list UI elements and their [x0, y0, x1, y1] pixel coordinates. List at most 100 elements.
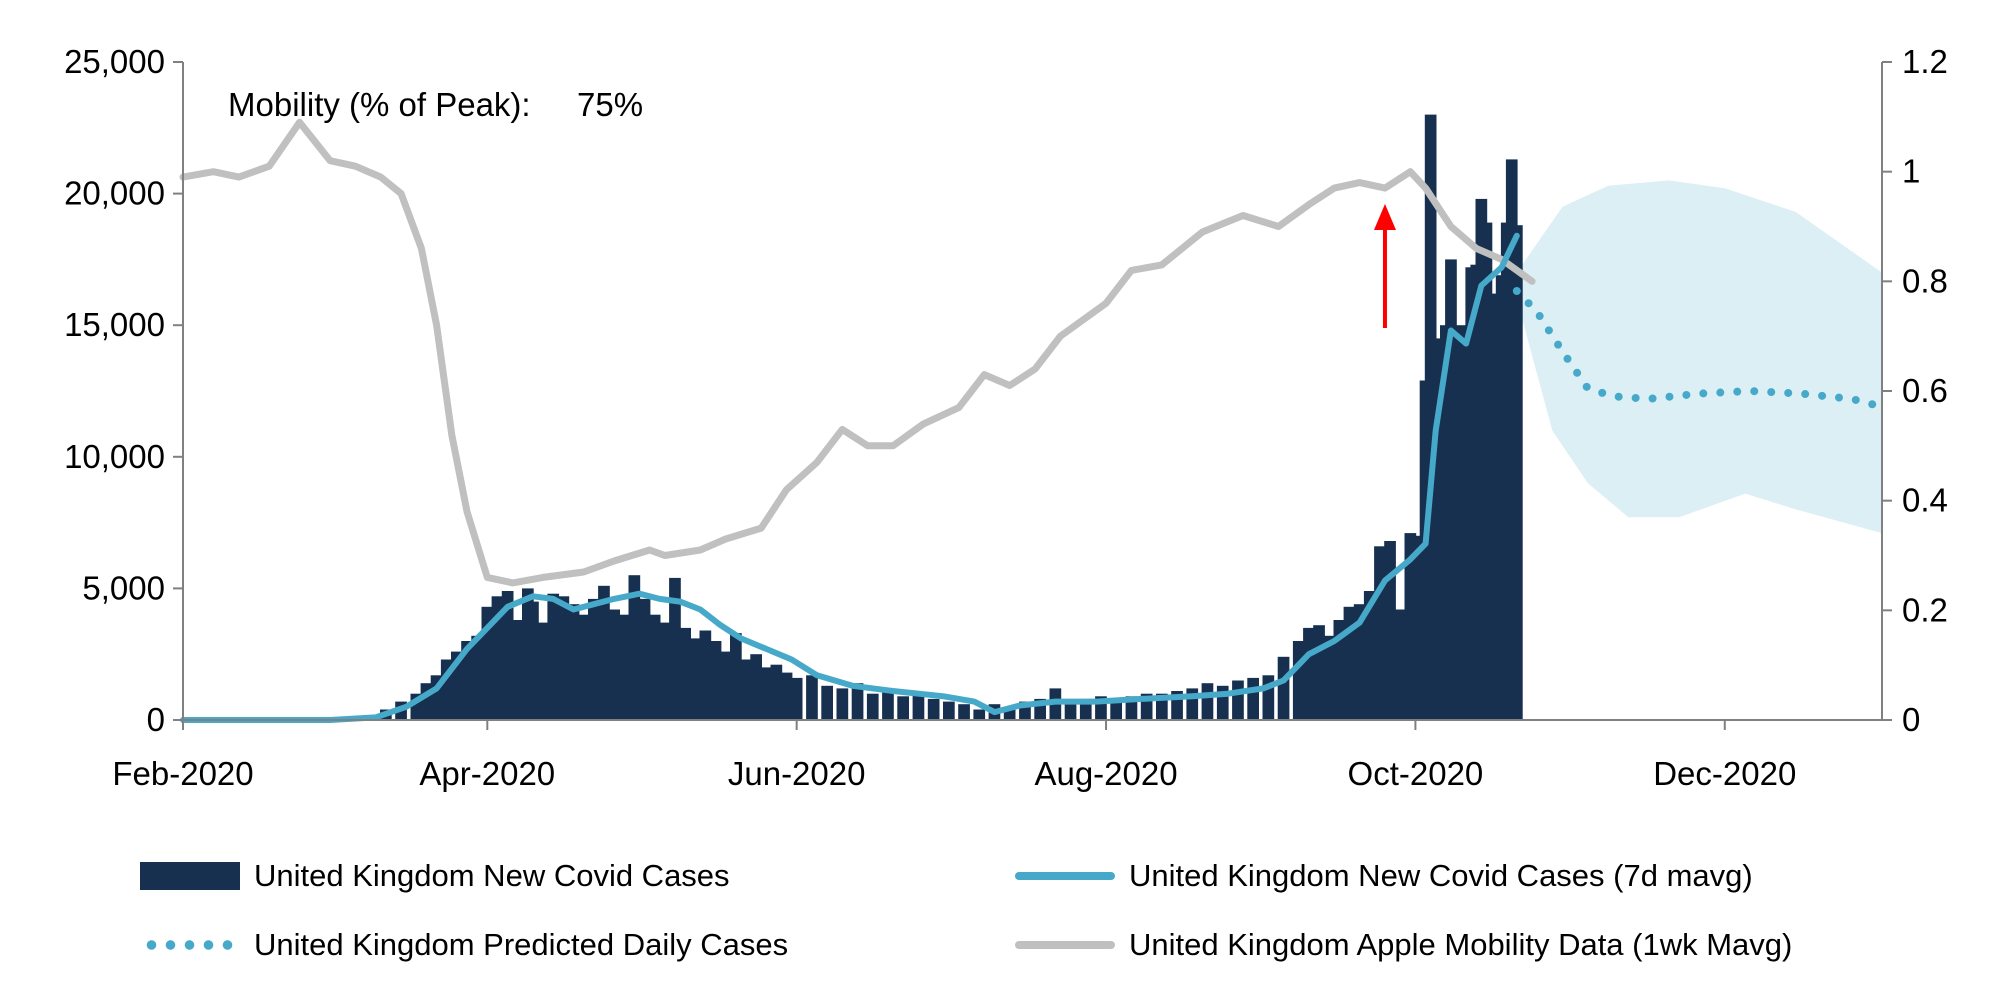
case-bar — [973, 709, 986, 720]
case-bar — [1262, 675, 1275, 720]
case-bar — [618, 614, 631, 720]
case-bar — [1363, 591, 1376, 720]
case-bar — [1353, 604, 1366, 720]
case-bar — [1201, 683, 1214, 720]
legend-swatch-bar — [140, 856, 240, 896]
y-right-tick-label: 0.8 — [1902, 262, 1948, 299]
case-bar — [1323, 635, 1336, 720]
case-bar — [1171, 691, 1183, 720]
case-bar — [760, 667, 773, 720]
x-tick-label: Feb-2020 — [112, 755, 253, 792]
case-bar — [440, 659, 453, 720]
case-bar — [501, 591, 514, 720]
legend-label: United Kingdom New Covid Cases — [254, 858, 730, 893]
y-right-tick-label: 1 — [1902, 153, 1920, 190]
mobility-line — [179, 118, 1536, 587]
y-left-tick-label: 0 — [147, 701, 165, 738]
case-bar — [598, 585, 610, 720]
case-bar — [790, 677, 803, 720]
case-bar — [912, 693, 925, 720]
case-bar — [866, 693, 879, 720]
cases-bars-layer — [324, 114, 1523, 721]
legend-label: United Kingdom Apple Mobility Data (1wk … — [1129, 927, 1793, 962]
case-bar — [1079, 698, 1092, 720]
case-bar — [1125, 696, 1138, 720]
case-bar — [699, 630, 712, 720]
case-bar — [471, 635, 483, 720]
legend-item-new-cases: United Kingdom New Covid Cases — [140, 856, 730, 896]
predicted-line — [1512, 287, 1886, 411]
legend-item-mobility: United Kingdom Apple Mobility Data (1wk … — [1015, 925, 1792, 965]
case-bar — [588, 598, 600, 720]
case-bar — [1186, 688, 1199, 720]
annotation-value: 75% — [577, 86, 643, 123]
legend: United Kingdom New Covid Cases United Ki… — [0, 820, 2000, 980]
y-left-tick-label: 15,000 — [64, 306, 165, 343]
x-tick-label: Dec-2020 — [1653, 755, 1796, 792]
case-bar — [410, 693, 423, 720]
case-bar — [567, 604, 580, 720]
annotation-layer: Mobility (% of Peak): 75% — [228, 86, 1396, 328]
mavg-line — [180, 232, 1520, 723]
y-right-tick-label: 0.4 — [1902, 482, 1948, 519]
legend-item-predicted: United Kingdom Predicted Daily Cases — [140, 925, 788, 965]
prediction-band-layer — [1516, 180, 1882, 534]
case-bar — [557, 596, 570, 720]
case-bar — [1303, 627, 1315, 720]
y-right-tick-label: 0 — [1902, 701, 1920, 738]
case-bar — [547, 593, 560, 720]
y-left-tick-label: 25,000 — [64, 43, 165, 80]
case-bar — [1034, 698, 1046, 720]
case-bar — [1247, 677, 1259, 720]
case-bar — [577, 614, 590, 720]
x-tick-label: Jun-2020 — [728, 755, 866, 792]
case-bar — [943, 701, 955, 720]
case-bar — [659, 622, 671, 720]
legend-label: United Kingdom Predicted Daily Cases — [254, 927, 789, 962]
case-bar — [1292, 641, 1305, 720]
y-right-tick-label: 1.2 — [1902, 43, 1948, 80]
case-bar — [461, 641, 473, 720]
y-right-tick-label: 0.2 — [1902, 591, 1948, 628]
case-bar — [806, 675, 818, 720]
case-bar — [689, 638, 702, 720]
lines-layer — [179, 118, 1886, 723]
case-bar — [750, 654, 762, 720]
case-bar — [1095, 696, 1107, 720]
case-bar — [1156, 693, 1168, 720]
case-bar — [491, 596, 504, 720]
case-bar — [648, 614, 661, 720]
case-bar — [1333, 620, 1346, 720]
covid-mobility-chart: 0 5,000 10,000 15,000 20,000 25,000 0 0.2 0.4 0.6… — [64, 43, 1948, 792]
case-bar — [1110, 698, 1122, 720]
annotation-arrow-head — [1373, 204, 1396, 230]
case-bar — [638, 598, 651, 720]
legend-swatch-dots — [140, 925, 240, 965]
case-bar — [537, 622, 549, 720]
case-bar — [527, 601, 539, 720]
case-bar — [511, 620, 524, 720]
case-bar — [1064, 701, 1077, 720]
case-bar — [1511, 225, 1523, 720]
case-bar — [1003, 706, 1016, 720]
case-bar — [719, 651, 732, 720]
legend-swatch-line-blue — [1015, 856, 1115, 896]
case-bar — [709, 641, 722, 720]
case-bar — [1232, 680, 1244, 720]
case-bar — [770, 664, 783, 720]
case-bar — [451, 651, 463, 720]
case-bar — [1384, 541, 1396, 720]
x-tick-label: Aug-2020 — [1034, 755, 1177, 792]
case-bar — [1277, 656, 1290, 720]
case-bar — [1313, 625, 1325, 720]
y-right-tick-label: 0.6 — [1902, 372, 1948, 409]
case-bar — [1140, 693, 1153, 720]
case-bar — [1216, 685, 1229, 720]
case-bar — [821, 685, 833, 720]
case-bar — [1374, 546, 1386, 720]
case-bar — [730, 633, 742, 720]
case-bar — [1019, 701, 1031, 720]
x-tick-label: Oct-2020 — [1348, 755, 1484, 792]
x-tick-label: Apr-2020 — [419, 755, 555, 792]
prediction-band — [1516, 180, 1882, 534]
